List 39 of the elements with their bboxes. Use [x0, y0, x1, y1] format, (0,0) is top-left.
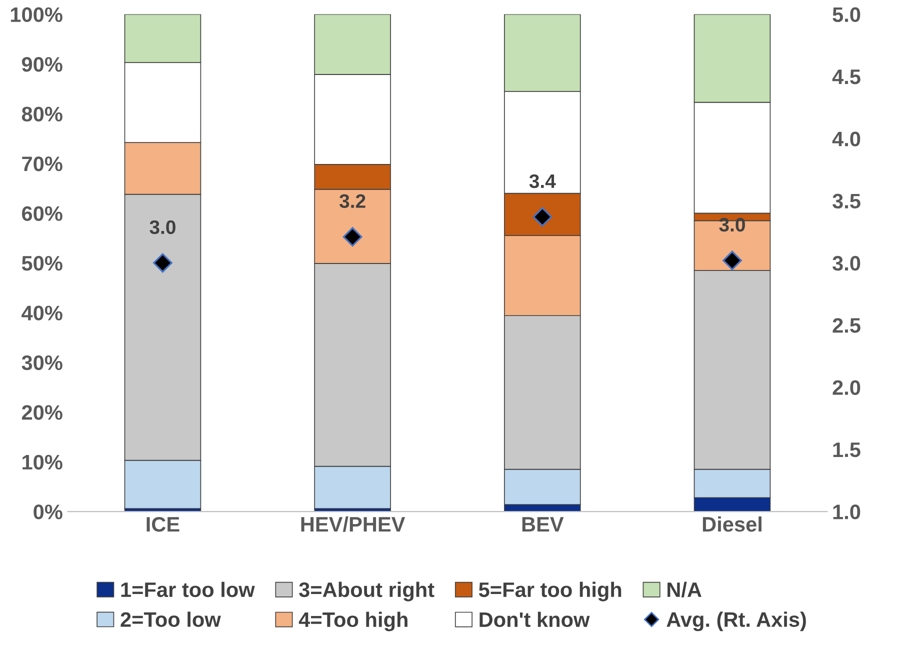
- x-tick-label: BEV: [522, 517, 564, 532]
- y2-tick-label: 5.0: [832, 7, 860, 22]
- y-tick-label: 90%: [22, 57, 62, 72]
- point: [153, 253, 172, 273]
- legend-label: Don't know: [480, 612, 590, 628]
- legend-label: Avg. (Rt. Axis): [666, 612, 806, 632]
- y-tick-label: 80%: [22, 106, 62, 122]
- y-tick-label: 100%: [10, 7, 62, 22]
- y-tick-label: 0%: [34, 504, 62, 520]
- data-label: 3.0: [150, 220, 176, 234]
- y2-tick-label: 4.0: [832, 132, 860, 146]
- legend-label: 1=Far too low: [121, 582, 255, 598]
- y2-tick-label: 2.5: [832, 318, 860, 333]
- legend-label: 5=Far too high: [478, 582, 622, 602]
- y2-tick-label: 4.5: [832, 70, 860, 84]
- x-tick-label: Diesel: [702, 516, 762, 532]
- point: [722, 250, 742, 270]
- y2-tick-label: 1.5: [833, 442, 860, 458]
- data-label: 3.4: [529, 174, 556, 188]
- y2-tick-label: 3.5: [832, 194, 860, 209]
- data-label: 3.2: [339, 194, 366, 208]
- x-tick-label: ICE: [146, 516, 180, 532]
- legend-label: 4=Too high: [298, 612, 408, 632]
- legend-label: N/A: [668, 582, 702, 598]
- y-tick-label: 10%: [22, 454, 62, 470]
- y2-tick-label: 3.0: [832, 256, 860, 271]
- y-tick-label: 50%: [22, 256, 62, 271]
- y-tick-label: 70%: [22, 156, 62, 172]
- x-tick-label: HEV/PHEV: [301, 516, 406, 532]
- point: [342, 227, 362, 246]
- legend-label: 3=About right: [299, 582, 434, 602]
- y-tick-label: 60%: [22, 206, 62, 221]
- y-tick-label: 40%: [22, 306, 62, 320]
- y2-tick-label: 2.0: [832, 380, 860, 395]
- y-tick-label: 30%: [22, 355, 62, 370]
- data-label: 3.0: [719, 218, 745, 232]
- y2-tick-label: 1.0: [833, 504, 860, 520]
- legend-label: 2=Too low: [120, 612, 221, 627]
- y-tick-label: 20%: [22, 405, 62, 420]
